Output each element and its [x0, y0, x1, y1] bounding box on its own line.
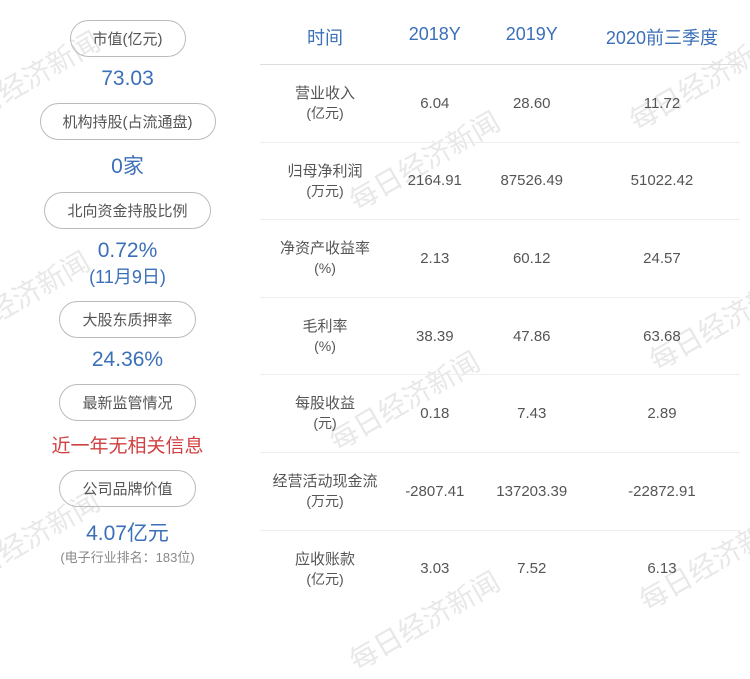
- info-value: 近一年无相关信息: [51, 431, 203, 458]
- info-value: 0家: [111, 150, 144, 180]
- cell: 3.03: [390, 530, 480, 607]
- cell: 0.18: [390, 375, 480, 453]
- cell: -22872.91: [584, 452, 740, 530]
- info-value-sub: (11月9日): [89, 263, 166, 289]
- row-label: 毛利率(%): [260, 297, 390, 375]
- info-value: 0.72%: [98, 239, 158, 263]
- cell: 51022.42: [584, 142, 740, 220]
- info-card-brand-value: 公司品牌价值 4.07亿元 (电子行业排名：183位): [15, 470, 240, 566]
- info-card-market-cap: 市值(亿元) 73.03: [15, 20, 240, 91]
- cell: 24.57: [584, 220, 740, 298]
- info-card-institutional-holdings: 机构持股(占流通盘) 0家: [15, 103, 240, 180]
- row-label: 应收账款(亿元): [260, 530, 390, 607]
- table-row: 净资产收益率(%) 2.13 60.12 24.57: [260, 220, 740, 298]
- info-label: 最新监管情况: [59, 384, 195, 421]
- table-row: 毛利率(%) 38.39 47.86 63.68: [260, 297, 740, 375]
- cell: -2807.41: [390, 452, 480, 530]
- col-header-2020q3: 2020前三季度: [584, 10, 740, 65]
- info-label: 机构持股(占流通盘): [40, 103, 216, 140]
- row-label: 净资产收益率(%): [260, 220, 390, 298]
- cell: 47.86: [480, 297, 584, 375]
- col-header-2018: 2018Y: [390, 10, 480, 65]
- info-value: 4.07亿元: [86, 517, 169, 547]
- cell: 28.60: [480, 65, 584, 143]
- cell: 7.52: [480, 530, 584, 607]
- info-note: (电子行业排名：183位): [60, 547, 194, 566]
- cell: 11.72: [584, 65, 740, 143]
- row-label: 营业收入(亿元): [260, 65, 390, 143]
- col-header-time: 时间: [260, 10, 390, 65]
- info-label: 大股东质押率: [59, 301, 195, 338]
- table-header-row: 时间 2018Y 2019Y 2020前三季度: [260, 10, 740, 65]
- table-row: 应收账款(亿元) 3.03 7.52 6.13: [260, 530, 740, 607]
- info-value: 73.03: [101, 67, 154, 91]
- table-row: 每股收益(元) 0.18 7.43 2.89: [260, 375, 740, 453]
- info-label: 市值(亿元): [70, 20, 186, 57]
- cell: 87526.49: [480, 142, 584, 220]
- cell: 2.89: [584, 375, 740, 453]
- row-label: 每股收益(元): [260, 375, 390, 453]
- row-label: 归母净利润(万元): [260, 142, 390, 220]
- cell: 7.43: [480, 375, 584, 453]
- cell: 137203.39: [480, 452, 584, 530]
- info-card-northbound-holdings: 北向资金持股比例 0.72% (11月9日): [15, 192, 240, 289]
- cell: 2.13: [390, 220, 480, 298]
- cell: 60.12: [480, 220, 584, 298]
- cell: 38.39: [390, 297, 480, 375]
- cell: 6.13: [584, 530, 740, 607]
- col-header-2019: 2019Y: [480, 10, 584, 65]
- sidebar: 市值(亿元) 73.03 机构持股(占流通盘) 0家 北向资金持股比例 0.72…: [0, 0, 255, 678]
- table-row: 归母净利润(万元) 2164.91 87526.49 51022.42: [260, 142, 740, 220]
- cell: 63.68: [584, 297, 740, 375]
- info-card-regulatory: 最新监管情况 近一年无相关信息: [15, 384, 240, 458]
- info-card-pledge-ratio: 大股东质押率 24.36%: [15, 301, 240, 372]
- table-row: 营业收入(亿元) 6.04 28.60 11.72: [260, 65, 740, 143]
- table-row: 经营活动现金流(万元) -2807.41 137203.39 -22872.91: [260, 452, 740, 530]
- cell: 6.04: [390, 65, 480, 143]
- cell: 2164.91: [390, 142, 480, 220]
- info-value: 24.36%: [92, 348, 163, 372]
- info-label: 北向资金持股比例: [44, 192, 210, 229]
- info-label: 公司品牌价值: [59, 470, 195, 507]
- financial-table: 时间 2018Y 2019Y 2020前三季度 营业收入(亿元) 6.04 28…: [260, 10, 740, 607]
- row-label: 经营活动现金流(万元): [260, 452, 390, 530]
- financial-table-panel: 时间 2018Y 2019Y 2020前三季度 营业收入(亿元) 6.04 28…: [255, 0, 750, 678]
